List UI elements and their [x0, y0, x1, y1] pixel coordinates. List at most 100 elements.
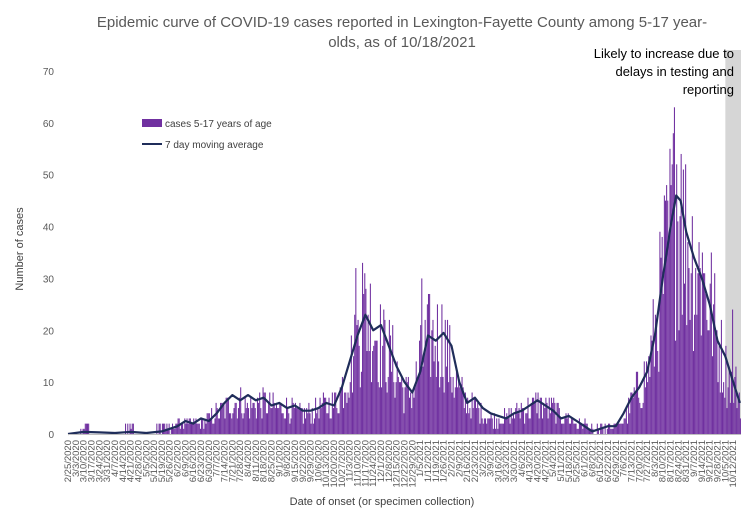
bar [306, 408, 308, 434]
bar [550, 397, 553, 434]
bar [358, 345, 360, 434]
bar [552, 402, 554, 434]
bar [182, 423, 184, 434]
x-tick-label: 9/28/2021 [713, 440, 724, 482]
bar [389, 335, 392, 434]
bar [159, 423, 161, 434]
bar [205, 423, 207, 434]
bar [462, 387, 464, 434]
bar [708, 330, 710, 434]
bar [296, 408, 298, 434]
bar [521, 408, 523, 434]
shaded-incomplete-region [725, 50, 741, 434]
bar [425, 340, 427, 434]
annotation-line-2: delays in testing and [615, 64, 734, 79]
annotation-line-1: Likely to increase due to [594, 46, 734, 61]
bar [487, 418, 489, 434]
bar [433, 361, 435, 434]
bar [587, 428, 589, 434]
bar [680, 153, 682, 434]
bar [245, 408, 247, 434]
bar [344, 392, 346, 434]
bar [612, 428, 614, 434]
bar [348, 397, 350, 434]
bar [287, 408, 289, 434]
bar [397, 376, 399, 434]
bar [385, 382, 387, 434]
bar [700, 335, 702, 434]
bar [622, 423, 624, 434]
x-tick-label: 11/3/2020 [345, 440, 356, 482]
bar [702, 273, 705, 434]
bar [364, 273, 366, 434]
bar [533, 397, 535, 434]
bar [690, 273, 692, 434]
bar [641, 408, 643, 434]
bar [319, 397, 321, 434]
bar [429, 293, 431, 434]
bar [384, 319, 386, 434]
x-axis-title: Date of onset (or specimen collection) [290, 496, 475, 508]
bar [184, 418, 186, 434]
bar [489, 418, 491, 434]
bar [320, 408, 322, 434]
bar [726, 408, 728, 434]
bar [574, 423, 576, 434]
bar [386, 392, 388, 434]
bar [416, 376, 418, 434]
bar [395, 382, 397, 434]
bar [186, 418, 188, 434]
bar [209, 418, 212, 434]
x-tick-label: 7/27/2021 [642, 440, 653, 482]
bar [278, 408, 280, 434]
bar [562, 423, 564, 434]
bar [207, 413, 209, 434]
x-tick-label: 8/10/2021 [658, 440, 669, 482]
bar [251, 408, 253, 434]
bar [187, 423, 189, 434]
bar [642, 402, 644, 434]
bar [353, 356, 355, 434]
bar [569, 423, 572, 434]
bar [573, 423, 575, 434]
bar [264, 392, 266, 434]
bar [671, 164, 673, 434]
bar [554, 402, 556, 434]
bar [434, 345, 436, 434]
bar [609, 423, 611, 434]
bar [663, 195, 665, 434]
bar [668, 236, 670, 434]
x-tick-label: 1/5/2021 [415, 440, 426, 477]
x-tick-label: 8/17/2021 [666, 440, 677, 482]
bar [85, 423, 87, 434]
y-tick-label: 50 [43, 171, 55, 182]
bar [237, 408, 239, 434]
bar [426, 304, 428, 434]
bar [448, 382, 450, 434]
bar [495, 428, 497, 434]
bar [246, 402, 248, 434]
bar [481, 418, 483, 434]
bar [677, 221, 679, 434]
bar [717, 382, 719, 434]
bar [438, 361, 440, 434]
bar [195, 418, 197, 434]
bar [659, 231, 661, 434]
bar [474, 397, 476, 434]
bar [672, 133, 674, 435]
bar [381, 387, 383, 434]
bar [206, 413, 208, 434]
bar [255, 418, 257, 434]
bar [233, 408, 235, 434]
x-tick-label: 12/22/2020 [400, 440, 411, 488]
bar [125, 423, 127, 434]
bar [479, 423, 481, 434]
bar [232, 413, 234, 434]
bar [230, 413, 232, 434]
x-tick-label: 10/27/2020 [337, 440, 348, 488]
bar [645, 361, 648, 434]
x-tick-label: 4/20/2021 [533, 440, 544, 482]
x-tick-label: 3/30/2021 [509, 440, 520, 482]
bar [268, 402, 270, 434]
bar [695, 268, 697, 434]
